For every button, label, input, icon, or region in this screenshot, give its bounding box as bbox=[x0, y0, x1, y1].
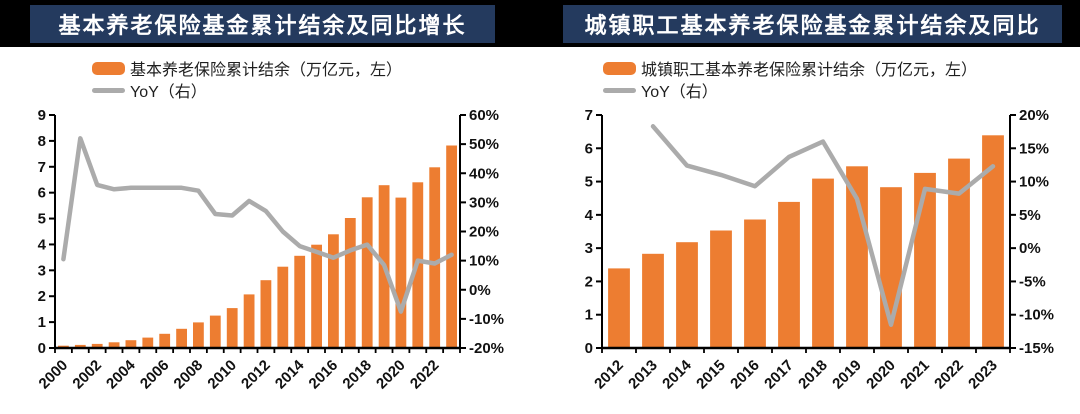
svg-text:0%: 0% bbox=[1019, 240, 1041, 257]
svg-text:2020: 2020 bbox=[373, 357, 409, 393]
svg-text:5: 5 bbox=[38, 211, 46, 228]
axis-labels: 0 1 2 3 4 5 6 7 8 9 -20% -10% 0% 10% 20% 30% 40% 50% 60% bbox=[38, 107, 504, 357]
svg-text:2021: 2021 bbox=[897, 357, 933, 393]
svg-text:3: 3 bbox=[585, 240, 593, 257]
svg-text:2019: 2019 bbox=[829, 357, 865, 393]
svg-text:2022: 2022 bbox=[931, 357, 967, 393]
legend-item-yoy: YoY（右） bbox=[603, 79, 977, 101]
axes bbox=[49, 114, 466, 353]
svg-text:30%: 30% bbox=[469, 194, 499, 211]
svg-text:7: 7 bbox=[38, 159, 46, 176]
left-chart-title: 基本养老保险基金累计结余及同比增长 bbox=[30, 5, 495, 43]
svg-text:2023: 2023 bbox=[965, 357, 1001, 393]
svg-text:2013: 2013 bbox=[625, 357, 661, 393]
svg-text:2014: 2014 bbox=[272, 356, 308, 392]
legend-label-yoy: YoY（右） bbox=[130, 84, 207, 101]
svg-text:10%: 10% bbox=[469, 253, 499, 270]
svg-text:2022: 2022 bbox=[407, 357, 443, 393]
line-swatch-icon bbox=[603, 87, 636, 93]
svg-text:1: 1 bbox=[38, 314, 46, 331]
svg-text:40%: 40% bbox=[469, 165, 499, 182]
svg-text:50%: 50% bbox=[469, 136, 499, 153]
svg-text:20%: 20% bbox=[469, 224, 499, 241]
right-chart-title: 城镇职工基本养老保险基金累计结余及同比 bbox=[563, 5, 1062, 43]
svg-text:2012: 2012 bbox=[238, 357, 274, 393]
svg-text:-10%: -10% bbox=[1019, 307, 1054, 324]
svg-text:2016: 2016 bbox=[306, 357, 342, 393]
svg-text:0%: 0% bbox=[469, 282, 491, 299]
legend-item-balance: 城镇职工基本养老保险累计结余（万亿元，左） bbox=[603, 57, 977, 79]
svg-text:7: 7 bbox=[585, 107, 593, 124]
svg-text:60%: 60% bbox=[469, 107, 499, 124]
svg-text:2006: 2006 bbox=[137, 357, 173, 393]
svg-text:-20%: -20% bbox=[469, 340, 504, 357]
svg-text:2000: 2000 bbox=[36, 357, 72, 393]
svg-text:2010: 2010 bbox=[204, 357, 240, 393]
svg-text:0: 0 bbox=[585, 340, 593, 357]
svg-text:2: 2 bbox=[585, 273, 593, 290]
svg-text:5: 5 bbox=[585, 174, 593, 191]
svg-text:-10%: -10% bbox=[469, 311, 504, 328]
legend-label-balance: 城镇职工基本养老保险累计结余（万亿元，左） bbox=[641, 62, 978, 79]
line-swatch-icon bbox=[92, 87, 125, 93]
svg-text:2008: 2008 bbox=[171, 357, 207, 393]
svg-text:-15%: -15% bbox=[1019, 340, 1054, 357]
svg-text:-5%: -5% bbox=[1019, 273, 1046, 290]
svg-text:2018: 2018 bbox=[339, 357, 375, 393]
axis-labels: 0 1 2 3 4 5 6 7 -15% -10% -5% 0% 5% 10% 15% 20% bbox=[585, 107, 1054, 357]
svg-text:2016: 2016 bbox=[727, 357, 763, 393]
bar-swatch-icon bbox=[92, 61, 125, 75]
svg-text:20%: 20% bbox=[1019, 107, 1049, 124]
svg-text:2015: 2015 bbox=[693, 357, 729, 393]
svg-text:5%: 5% bbox=[1019, 207, 1041, 224]
svg-text:1: 1 bbox=[585, 307, 593, 324]
legend-label-balance: 基本养老保险累计结余（万亿元，左） bbox=[130, 62, 403, 79]
legend-item-balance: 基本养老保险累计结余（万亿元，左） bbox=[92, 57, 402, 79]
svg-text:3: 3 bbox=[38, 262, 46, 279]
svg-text:2018: 2018 bbox=[795, 357, 831, 393]
svg-text:2004: 2004 bbox=[103, 356, 139, 392]
bar-series bbox=[58, 145, 457, 348]
svg-text:2: 2 bbox=[38, 288, 46, 305]
svg-text:0: 0 bbox=[38, 340, 46, 357]
bar-swatch-icon bbox=[603, 61, 636, 75]
svg-text:2020: 2020 bbox=[863, 357, 899, 393]
yoy-line bbox=[61, 136, 454, 314]
x-labels: 2000200220042006200820102012201420162018… bbox=[36, 356, 443, 392]
svg-text:4: 4 bbox=[38, 236, 47, 253]
left-chart-legend: 基本养老保险累计结余（万亿元，左） YoY（右） bbox=[92, 57, 402, 101]
bar-series bbox=[608, 135, 1004, 348]
svg-text:9: 9 bbox=[38, 107, 46, 124]
svg-text:6: 6 bbox=[585, 140, 593, 157]
right-chart-legend: 城镇职工基本养老保险累计结余（万亿元，左） YoY（右） bbox=[603, 57, 977, 101]
legend-label-yoy: YoY（右） bbox=[641, 84, 718, 101]
svg-text:15%: 15% bbox=[1019, 140, 1049, 157]
svg-text:2012: 2012 bbox=[591, 357, 627, 393]
svg-text:4: 4 bbox=[585, 207, 594, 224]
svg-text:10%: 10% bbox=[1019, 174, 1049, 191]
x-labels: 2012201320142015201620172018201920202021… bbox=[591, 356, 1001, 392]
legend-item-yoy: YoY（右） bbox=[92, 79, 402, 101]
svg-text:2014: 2014 bbox=[659, 356, 695, 392]
basic-pension-balance-chart: 0 1 2 3 4 5 6 7 8 9 -20% -10% 0% 10% 20% 30% 40% 50% 60% 20… bbox=[36, 107, 504, 392]
urban-employee-pension-chart: 0 1 2 3 4 5 6 7 -15% -10% -5% 0% 5% 10% 15% 20% 20122013… bbox=[585, 107, 1054, 392]
svg-text:6: 6 bbox=[38, 185, 46, 202]
axes bbox=[596, 114, 1016, 353]
svg-text:2017: 2017 bbox=[761, 357, 797, 393]
svg-text:2002: 2002 bbox=[69, 357, 105, 393]
svg-text:8: 8 bbox=[38, 133, 46, 150]
yoy-line bbox=[650, 124, 996, 327]
